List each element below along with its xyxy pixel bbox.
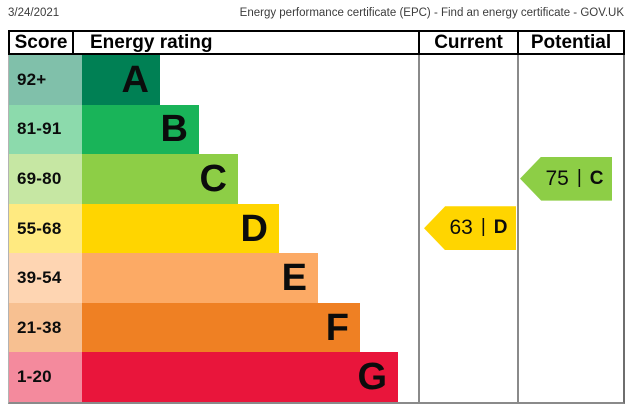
band-row: 21-38 F <box>9 302 623 353</box>
rating-bar: A <box>82 55 160 105</box>
score-cell: 1-20 <box>9 352 82 403</box>
score-label: 21-38 <box>17 317 62 337</box>
current-column-line <box>418 55 420 402</box>
rating-bar: D <box>82 203 279 254</box>
score-cell: 21-38 <box>9 302 82 353</box>
rating-bar: G <box>82 352 398 403</box>
rating-bar: E <box>82 253 318 303</box>
current-arrow-value: 63 <box>449 216 473 240</box>
epc-chart: Score Energy rating Current Potential 92… <box>8 30 625 404</box>
band-letter: F <box>325 306 349 349</box>
score-cell: 55-68 <box>9 203 82 254</box>
score-cell: 92+ <box>9 55 82 105</box>
score-label: 81-91 <box>17 119 62 139</box>
band-letter: A <box>121 58 149 101</box>
score-cell: 39-54 <box>9 253 82 303</box>
potential-rating-arrow: 75 | C <box>520 156 612 201</box>
header-energy-rating: Energy rating <box>74 32 420 53</box>
header-score: Score <box>10 32 74 53</box>
band-row: 39-54 E <box>9 253 623 303</box>
band-row: 69-80 C <box>9 154 623 204</box>
band-row: 1-20 G <box>9 352 623 403</box>
band-row: 55-68 D <box>9 203 623 254</box>
rating-bar: C <box>82 154 238 204</box>
score-cell: 69-80 <box>9 154 82 204</box>
epc-header-row: Score Energy rating Current Potential <box>8 30 625 55</box>
rating-bar: F <box>82 302 360 353</box>
band-letter: D <box>240 207 268 250</box>
band-letter: B <box>160 108 188 151</box>
score-label: 92+ <box>17 69 47 89</box>
potential-column-line <box>517 55 519 402</box>
score-cell: 81-91 <box>9 104 82 155</box>
arrow-separator: | <box>576 166 582 188</box>
score-label: 39-54 <box>17 268 62 288</box>
current-rating-arrow: 63 | D <box>424 206 516 251</box>
header-current: Current <box>420 32 519 53</box>
potential-arrow-value: 75 <box>545 166 569 190</box>
print-header: 3/24/2021 Energy performance certificate… <box>8 7 624 19</box>
score-label: 69-80 <box>17 168 62 188</box>
band-rows: 92+ A 81-91 B 69-80 C 55-68 D 39-54 <box>9 55 623 403</box>
band-row: 81-91 B <box>9 104 623 155</box>
band-letter: G <box>357 356 387 399</box>
epc-body: 92+ A 81-91 B 69-80 C 55-68 D 39-54 <box>8 55 625 404</box>
score-label: 55-68 <box>17 218 62 238</box>
score-label: 1-20 <box>17 367 52 387</box>
arrow-separator: | <box>480 216 486 238</box>
header-potential: Potential <box>530 32 612 53</box>
rating-bar: B <box>82 104 199 155</box>
potential-arrow-letter: C <box>589 167 604 189</box>
band-letter: C <box>199 157 227 200</box>
print-title: Energy performance certificate (EPC) - F… <box>239 7 624 19</box>
current-arrow-letter: D <box>493 217 508 239</box>
band-letter: E <box>281 257 307 300</box>
print-date: 3/24/2021 <box>8 7 60 19</box>
band-row: 92+ A <box>9 55 623 105</box>
